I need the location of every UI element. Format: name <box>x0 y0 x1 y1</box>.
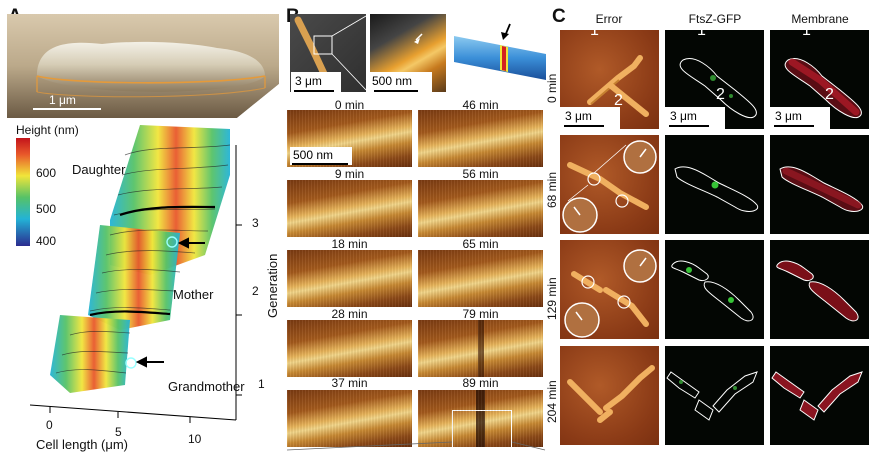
colorbar-tick-400: 400 <box>36 234 57 248</box>
c-scalebar-ftsz: 3 μm <box>670 109 697 123</box>
afm-tile-right-0 <box>418 110 543 167</box>
row-label-0: 0 min <box>545 73 559 103</box>
afm-tile-left-2 <box>287 250 412 307</box>
x-tick-10: 10 <box>188 432 202 446</box>
row-label-2: 129 min <box>545 277 559 320</box>
time-label-left-4: 37 min <box>331 376 368 390</box>
scalebar-b-tile-box <box>290 147 352 165</box>
row-label-1: 68 min <box>545 171 559 208</box>
generation-tick-1: 1 <box>258 377 265 391</box>
c-ftsz-cell-label-1: 1 <box>697 22 706 39</box>
scalebar-b-overview-label: 3 μm <box>295 74 322 88</box>
label-mother: Mother <box>173 287 214 302</box>
scalebar-a-top <box>33 108 101 110</box>
c-ftsz-204min <box>665 346 764 445</box>
c-membrane-cell-label-1: 1 <box>802 22 811 39</box>
generation-tick-3: 3 <box>252 216 259 230</box>
afm-3d-image: 1 μm <box>7 14 279 118</box>
height-profile-stack <box>30 115 280 425</box>
afm-tile-right-2 <box>418 250 543 307</box>
afm-tile-left-1 <box>287 180 412 237</box>
time-label-right-0: 46 min <box>462 98 499 112</box>
scalebar-b-overview-box <box>291 72 341 92</box>
colorbar <box>16 138 30 246</box>
x-axis-label: Cell length (μm) <box>36 437 129 452</box>
time-label-left-2: 18 min <box>331 237 368 251</box>
afm-tile-right-3 <box>418 320 543 377</box>
column-header-ftsz: FtsZ-GFP <box>688 12 742 26</box>
afm-tile-left-4 <box>287 390 412 447</box>
afm-tile-right-1 <box>418 180 543 237</box>
label-grandmother: Grandmother <box>168 379 245 394</box>
time-label-right-3: 79 min <box>462 307 499 321</box>
afm-tile-right-4 <box>418 390 543 447</box>
scalebar-b-tile-label: 500 nm <box>293 148 334 162</box>
row-label-3: 204 min <box>545 380 559 423</box>
c-error-129min <box>560 240 659 339</box>
generation-tick-2: 2 <box>252 284 259 298</box>
c-membrane-129min <box>770 240 869 339</box>
c-membrane-68min <box>770 135 869 234</box>
c-membrane-0min <box>770 30 869 129</box>
c-scalebar-membrane: 3 μm <box>775 109 802 123</box>
generation-axis-label: Generation <box>265 253 280 318</box>
time-label-right-1: 56 min <box>462 167 499 181</box>
c-membrane-cell-label-2: 2 <box>825 86 834 103</box>
colorbar-tick-500: 500 <box>36 202 57 216</box>
x-tick-5: 5 <box>115 425 122 439</box>
c-error-204min <box>560 346 659 445</box>
afm-3d-rendering <box>452 14 548 92</box>
x-tick-0: 0 <box>46 418 53 432</box>
c-cell-label-1: 1 <box>590 22 599 39</box>
scalebar-b-zoom-bar <box>374 90 418 92</box>
c-scalebar-error: 3 μm <box>565 109 592 123</box>
scalebar-b-overview-bar <box>294 90 334 92</box>
scalebar-a-top-label: 1 μm <box>49 93 76 107</box>
scalebar-b-tile-bar <box>292 163 348 165</box>
scalebar-b-zoom-box <box>370 72 432 92</box>
label-daughter: Daughter <box>72 162 126 177</box>
scalebar-b-zoom-label: 500 nm <box>372 74 413 88</box>
column-header-error: Error <box>595 12 623 26</box>
afm-tile-left-3 <box>287 320 412 377</box>
time-label-right-4: 89 min <box>462 376 499 390</box>
c-membrane-204min <box>770 346 869 445</box>
time-label-left-3: 28 min <box>331 307 368 321</box>
column-header-membrane: Membrane <box>791 12 849 26</box>
colorbar-title: Height (nm) <box>16 123 79 137</box>
time-label-right-2: 65 min <box>462 237 499 251</box>
c-ftsz-68min <box>665 135 764 234</box>
c-error-0min <box>560 30 659 129</box>
c-error-68min <box>560 135 659 234</box>
panel-label-c: C <box>552 6 566 27</box>
c-cell-label-2: 2 <box>614 92 623 109</box>
colorbar-tick-600: 600 <box>36 166 57 180</box>
c-ftsz-cell-label-2: 2 <box>716 86 725 103</box>
c-ftsz-0min <box>665 30 764 129</box>
time-label-left-0: 0 min <box>334 98 365 112</box>
time-label-left-1: 9 min <box>334 167 365 181</box>
c-ftsz-129min <box>665 240 764 339</box>
